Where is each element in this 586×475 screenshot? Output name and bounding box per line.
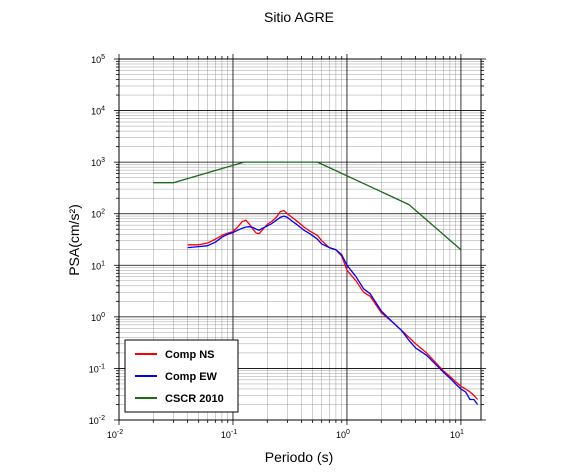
x-tick-label: 10-2 bbox=[107, 429, 123, 440]
chart-title: Sitio AGRE bbox=[264, 9, 334, 25]
y-tick-label: 10-2 bbox=[89, 415, 105, 426]
tick-base: 10 bbox=[89, 416, 99, 426]
tick-base: 10 bbox=[89, 364, 99, 374]
legend-label-comp-ew: Comp EW bbox=[165, 371, 218, 383]
tick-base: 10 bbox=[91, 313, 101, 323]
tick-base: 10 bbox=[336, 430, 346, 440]
y-tick-label: 100 bbox=[91, 312, 105, 323]
tick-base: 10 bbox=[107, 430, 117, 440]
y-tick-label: 10-1 bbox=[89, 363, 105, 374]
frame-ticks bbox=[114, 54, 486, 425]
tick-base: 10 bbox=[91, 210, 101, 220]
tick-exponent: 0 bbox=[101, 312, 105, 319]
legend: Comp NS Comp EW CSCR 2010 bbox=[124, 339, 239, 413]
y-axis-label: PSA(cm/s²) bbox=[66, 204, 82, 276]
series-line-comp-ns bbox=[187, 209, 479, 400]
tick-exponent: -1 bbox=[231, 429, 237, 436]
tick-exponent: 1 bbox=[460, 429, 464, 436]
tick-base: 10 bbox=[91, 261, 101, 271]
tick-base: 10 bbox=[91, 158, 101, 168]
tick-base: 10 bbox=[91, 55, 101, 65]
tick-base: 10 bbox=[450, 430, 460, 440]
tick-exponent: 5 bbox=[101, 54, 105, 61]
tick-exponent: 3 bbox=[101, 157, 105, 164]
legend-label-cscr-2010: CSCR 2010 bbox=[165, 393, 224, 405]
minor-grid bbox=[119, 59, 481, 420]
y-tick-label: 104 bbox=[91, 106, 105, 117]
tick-base: 10 bbox=[91, 107, 101, 117]
y-tick-label: 105 bbox=[91, 54, 105, 65]
tick-exponent: -2 bbox=[99, 415, 105, 422]
x-tick-label: 100 bbox=[336, 429, 350, 440]
tick-exponent: -2 bbox=[117, 429, 123, 436]
x-tick-labels: 10-2 10-1 100 101 bbox=[107, 429, 464, 440]
x-tick-label: 10-1 bbox=[221, 429, 237, 440]
y-tick-label: 102 bbox=[91, 209, 105, 220]
tick-exponent: 1 bbox=[101, 260, 105, 267]
series-line-cscr-2010 bbox=[153, 161, 462, 251]
x-axis-label: Periodo (s) bbox=[265, 449, 333, 465]
y-tick-label: 103 bbox=[91, 157, 105, 168]
series-layer bbox=[153, 161, 479, 405]
tick-base: 10 bbox=[221, 430, 231, 440]
y-tick-label: 101 bbox=[91, 260, 105, 271]
series-line-comp-ew bbox=[187, 215, 479, 405]
legend-label-comp-ns: Comp NS bbox=[165, 349, 215, 361]
tick-exponent: 2 bbox=[101, 209, 105, 216]
plot-frame bbox=[118, 58, 482, 421]
tick-exponent: 0 bbox=[346, 429, 350, 436]
tick-exponent: 4 bbox=[101, 106, 105, 113]
tick-exponent: -1 bbox=[99, 363, 105, 370]
x-tick-label: 101 bbox=[450, 429, 464, 440]
